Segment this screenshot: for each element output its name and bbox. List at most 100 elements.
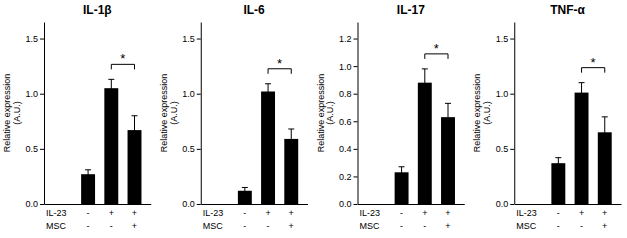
y-axis: 0.0 0.5 1.0 1.5 — [496, 23, 515, 210]
error-bar — [579, 83, 585, 103]
y-tick: 1.0 — [25, 89, 44, 99]
title: IL-1β — [83, 3, 112, 17]
panel: 0.00.20.40.60.81.01.2*IL-17Relative expr… — [316, 3, 465, 231]
condition-label: IL-23 — [516, 208, 537, 218]
condition-sign: - — [243, 208, 246, 218]
condition-label: MSC — [46, 221, 67, 231]
y-axis: 0.00.20.40.60.81.01.2 — [339, 23, 358, 210]
condition-sign: - — [580, 221, 583, 231]
condition-sign: + — [265, 208, 270, 218]
title: TNF-α — [550, 3, 585, 17]
condition-sign: + — [602, 208, 607, 218]
y-tick: 0.8 — [339, 89, 358, 99]
y-tick-mark — [510, 39, 514, 40]
y-tick-label: 0.0 — [496, 199, 509, 209]
error-bar — [132, 116, 138, 145]
y-axis-line — [514, 23, 515, 205]
y-tick: 0.0 — [339, 199, 358, 209]
y-tick-mark — [40, 94, 44, 95]
y-axis-title-line: Relative expression — [2, 74, 12, 153]
y-tick-label: 0.0 — [339, 199, 352, 209]
y-tick-mark — [510, 149, 514, 150]
condition-label: MSC — [360, 221, 381, 231]
significance-label: * — [120, 51, 125, 66]
y-tick-label: 0.4 — [339, 144, 352, 154]
y-axis-title-line: (A.U.) — [12, 101, 22, 125]
y-tick: 1.2 — [339, 34, 358, 44]
error-bar — [108, 79, 114, 97]
y-tick-label: 0.5 — [25, 144, 38, 154]
condition-sign: + — [132, 221, 137, 231]
bars — [238, 84, 298, 204]
error-bar — [445, 103, 451, 131]
condition-sign: + — [109, 208, 114, 218]
y-axis-title-line: Relative expression — [316, 74, 326, 153]
y-axis: 0.0 0.5 1.0 1.5 — [25, 23, 44, 210]
bars — [551, 83, 611, 204]
bar — [261, 91, 275, 204]
y-tick-label: 0.2 — [339, 172, 352, 182]
y-axis-title: Relative expression(A.U.) — [316, 74, 336, 153]
y-tick: 0.2 — [339, 172, 358, 182]
y-tick: 0.0 — [182, 199, 201, 209]
panel: 0.00.51.01.5*IL-6Relative expression(A.U… — [159, 3, 308, 231]
y-tick-mark — [354, 94, 358, 95]
error-bar — [602, 117, 608, 148]
significance-label: * — [434, 41, 439, 56]
error-bar — [399, 167, 405, 178]
y-tick: 0.4 — [339, 144, 358, 154]
y-tick: 0.0 — [25, 199, 44, 209]
y-tick-label: 1.5 — [182, 34, 195, 44]
condition-sign: + — [289, 208, 294, 218]
bar — [575, 93, 589, 204]
title: IL-6 — [243, 3, 265, 17]
significance-label: * — [277, 56, 282, 71]
error-bar — [555, 158, 561, 169]
condition-sign: - — [267, 221, 270, 231]
y-tick-mark — [197, 39, 201, 40]
x-axis-line — [515, 204, 622, 205]
y-tick-mark — [197, 94, 201, 95]
y-tick-mark — [40, 39, 44, 40]
panel: 0.0 0.5 1.0 1.5 * IL-1β Relative expression(A.… — [2, 3, 151, 231]
error-bar — [422, 69, 428, 97]
y-tick-label: 0.5 — [496, 144, 509, 154]
y-tick-label: 1.5 — [25, 34, 38, 44]
y-tick-label: 1.2 — [339, 34, 352, 44]
y-tick-mark — [354, 121, 358, 122]
y-tick: 1.0 — [496, 89, 515, 99]
y-tick: 1.5 — [25, 34, 44, 44]
y-tick-mark — [197, 149, 201, 150]
condition-label: MSC — [203, 221, 224, 231]
error-bar — [242, 187, 248, 194]
y-axis-line — [44, 23, 45, 205]
condition-sign: - — [557, 221, 560, 231]
y-tick: 0.5 — [182, 144, 201, 154]
y-tick-mark — [40, 149, 44, 150]
x-axis-line — [201, 204, 308, 205]
y-axis-line — [358, 23, 359, 205]
error-bar — [288, 129, 294, 149]
condition-label: IL-23 — [360, 208, 381, 218]
y-axis-title-line: (A.U.) — [169, 101, 179, 125]
y-tick: 0.5 — [25, 144, 44, 154]
y-tick-label: 1.5 — [496, 34, 509, 44]
x-axis-line — [358, 204, 465, 205]
y-tick: 0.6 — [339, 117, 358, 127]
y-tick-mark — [354, 176, 358, 177]
y-tick-mark — [354, 204, 358, 205]
condition-sign: + — [602, 221, 607, 231]
y-tick: 1.0 — [182, 89, 201, 99]
condition-sign: - — [87, 221, 90, 231]
bar — [551, 163, 565, 204]
y-tick-label: 0.0 — [182, 199, 195, 209]
y-axis-title-line: (A.U.) — [325, 101, 335, 125]
condition-sign: + — [132, 208, 137, 218]
condition-sign: - — [110, 221, 113, 231]
y-tick-mark — [354, 39, 358, 40]
x-axis — [201, 204, 308, 205]
x-axis — [515, 204, 622, 205]
y-tick: 1.5 — [182, 34, 201, 44]
condition-sign: - — [557, 208, 560, 218]
bar — [104, 88, 118, 204]
